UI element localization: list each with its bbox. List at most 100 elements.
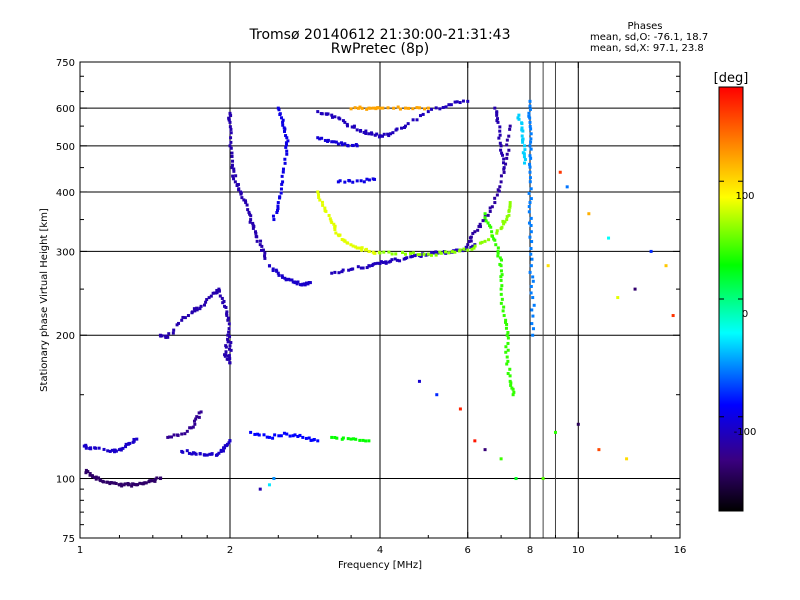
data-point bbox=[333, 228, 337, 232]
data-point bbox=[326, 138, 330, 142]
data-point bbox=[349, 107, 353, 111]
data-point bbox=[195, 415, 199, 419]
data-point bbox=[167, 332, 171, 336]
data-point bbox=[434, 253, 438, 257]
data-point bbox=[84, 443, 88, 447]
data-point bbox=[529, 285, 533, 289]
data-point bbox=[410, 254, 414, 258]
data-point bbox=[172, 328, 176, 332]
data-point bbox=[430, 251, 434, 255]
data-point bbox=[316, 190, 320, 194]
data-point bbox=[251, 221, 255, 225]
data-point bbox=[358, 129, 362, 133]
data-point bbox=[481, 219, 485, 223]
data-point bbox=[607, 236, 611, 240]
data-point bbox=[217, 287, 221, 291]
data-point bbox=[277, 434, 281, 438]
data-point bbox=[130, 484, 134, 488]
data-point bbox=[496, 251, 500, 255]
data-point bbox=[318, 137, 322, 141]
data-point bbox=[529, 197, 533, 201]
data-point bbox=[186, 314, 190, 318]
data-point bbox=[409, 255, 413, 259]
stats-line-x: mean, sd,X: 97.1, 23.8 bbox=[590, 43, 704, 54]
data-point bbox=[405, 256, 409, 260]
data-point bbox=[503, 220, 507, 224]
data-point bbox=[496, 188, 500, 192]
data-point bbox=[502, 170, 506, 174]
y-tick-label: 500 bbox=[56, 142, 75, 153]
data-point bbox=[496, 246, 500, 250]
data-point bbox=[228, 125, 232, 129]
data-point bbox=[320, 200, 324, 204]
data-point bbox=[284, 141, 288, 145]
data-point bbox=[520, 122, 524, 126]
y-tick-label: 200 bbox=[56, 331, 75, 342]
data-point bbox=[483, 239, 487, 243]
data-point bbox=[447, 103, 451, 107]
data-point bbox=[232, 167, 236, 171]
data-point bbox=[101, 479, 105, 483]
data-point bbox=[495, 117, 499, 121]
data-point bbox=[280, 274, 284, 278]
data-point bbox=[224, 305, 228, 309]
data-point bbox=[192, 307, 196, 311]
data-point bbox=[565, 185, 569, 189]
data-point bbox=[500, 258, 504, 262]
data-point bbox=[268, 264, 272, 268]
data-point bbox=[220, 449, 224, 453]
data-point bbox=[500, 297, 504, 301]
data-point bbox=[232, 177, 236, 181]
data-point bbox=[504, 320, 508, 324]
data-point bbox=[209, 294, 213, 298]
data-point bbox=[224, 350, 228, 354]
data-point bbox=[267, 483, 271, 487]
data-point bbox=[302, 282, 306, 286]
data-point bbox=[340, 270, 344, 274]
data-point bbox=[225, 313, 229, 317]
data-point bbox=[378, 106, 382, 110]
data-point bbox=[365, 107, 369, 111]
data-point bbox=[505, 156, 509, 160]
data-point bbox=[416, 253, 420, 257]
data-point bbox=[296, 435, 300, 439]
data-point bbox=[330, 271, 334, 275]
data-point bbox=[166, 335, 170, 339]
data-point bbox=[225, 442, 229, 446]
data-point bbox=[283, 129, 287, 133]
data-point bbox=[275, 210, 279, 214]
data-point bbox=[434, 250, 438, 254]
data-point bbox=[496, 254, 500, 258]
data-point bbox=[453, 250, 457, 254]
data-point bbox=[511, 393, 515, 397]
data-point bbox=[576, 422, 580, 426]
y-axis-label: Stationary phase Virtual Height [km] bbox=[39, 208, 50, 392]
data-point bbox=[343, 142, 347, 146]
data-point bbox=[558, 170, 562, 174]
data-point bbox=[223, 353, 227, 357]
data-point bbox=[284, 134, 288, 138]
data-point bbox=[502, 166, 506, 170]
data-point bbox=[483, 214, 487, 218]
data-point bbox=[276, 206, 280, 210]
data-point bbox=[133, 483, 137, 487]
data-point bbox=[228, 361, 232, 365]
data-point bbox=[483, 448, 487, 452]
data-point bbox=[496, 120, 500, 124]
data-point bbox=[502, 157, 506, 161]
data-point bbox=[478, 225, 482, 229]
data-point bbox=[234, 174, 238, 178]
data-point bbox=[194, 417, 198, 421]
data-point bbox=[390, 252, 394, 256]
data-point bbox=[505, 355, 509, 359]
data-point bbox=[480, 240, 484, 244]
data-point bbox=[529, 216, 533, 220]
data-point bbox=[281, 123, 285, 127]
data-point bbox=[426, 110, 430, 114]
data-point bbox=[389, 132, 393, 136]
data-point bbox=[381, 106, 385, 110]
data-point bbox=[349, 243, 353, 247]
data-point bbox=[444, 105, 448, 109]
data-point bbox=[520, 134, 524, 138]
data-point bbox=[338, 117, 342, 121]
